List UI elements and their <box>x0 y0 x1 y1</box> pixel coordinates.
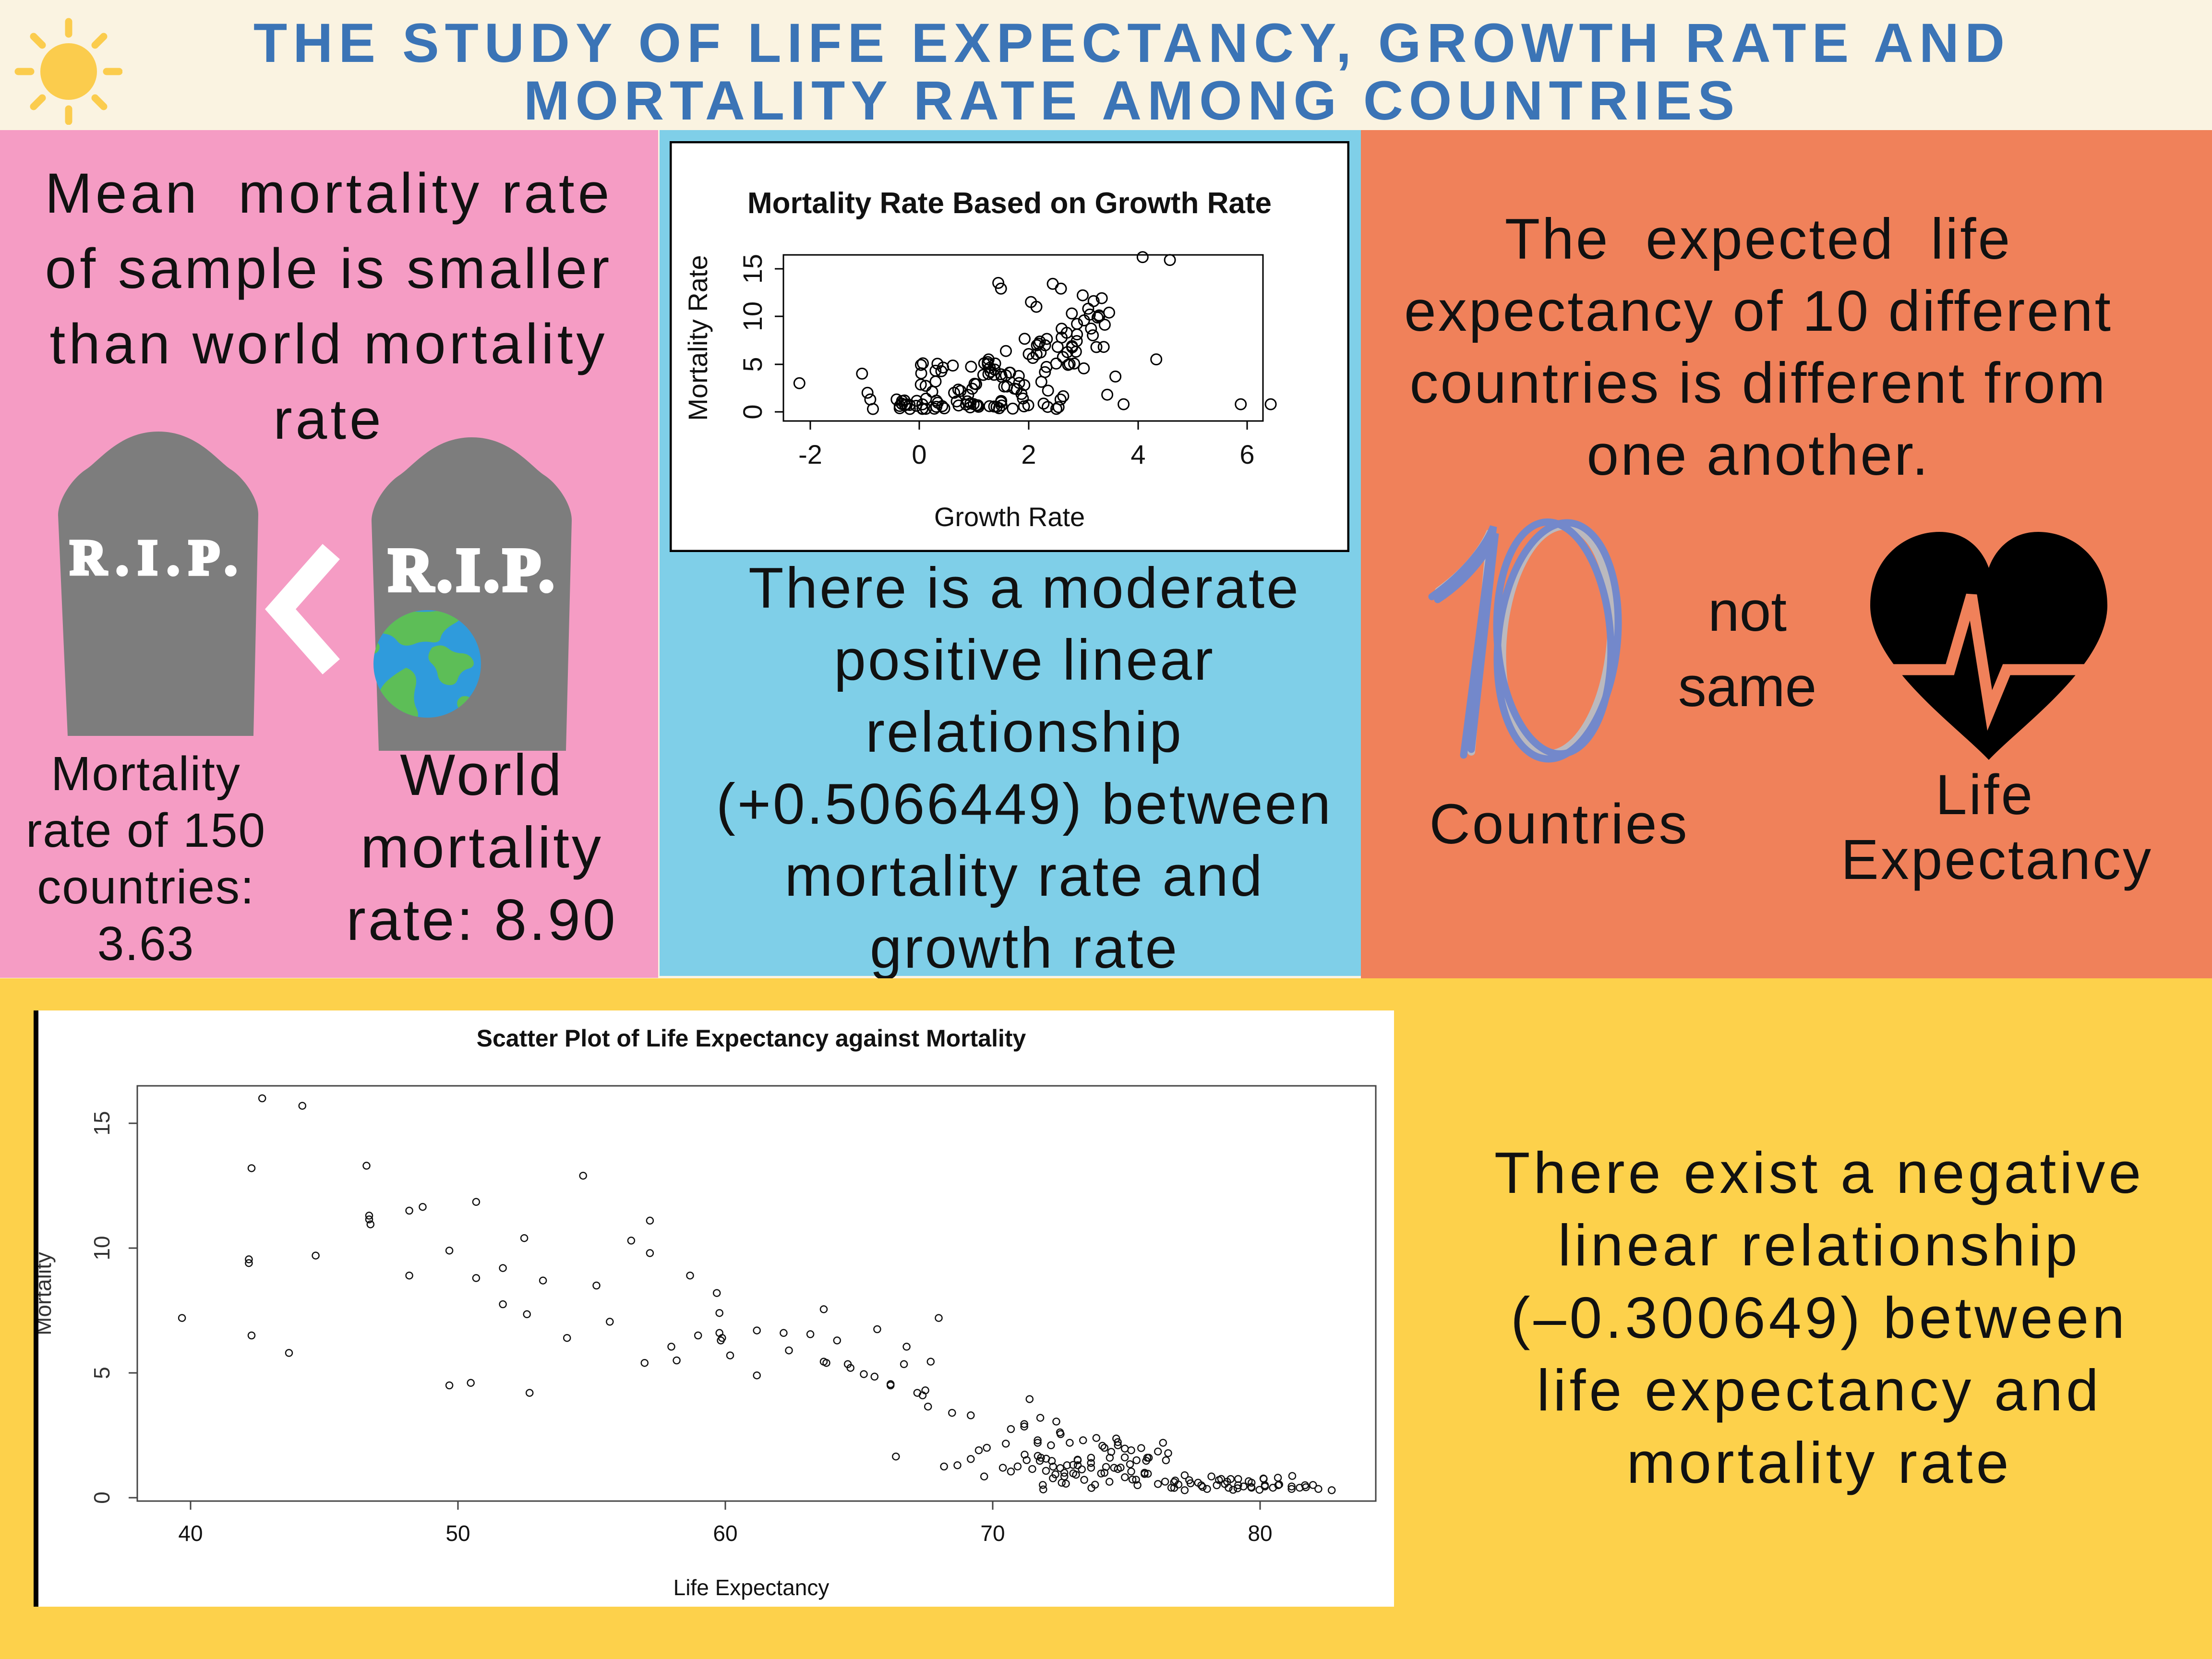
svg-text:Mortality: Mortality <box>38 1252 56 1335</box>
svg-text:15: 15 <box>737 254 768 284</box>
svg-text:R.I.P.: R.I.P. <box>70 530 247 585</box>
svg-text:Mortality Rate Based on Growth: Mortality Rate Based on Growth Rate <box>747 187 1272 220</box>
svg-text:Scatter Plot of Life Expectanc: Scatter Plot of Life Expectancy against … <box>477 1025 1026 1052</box>
svg-text:6: 6 <box>1239 439 1254 469</box>
svg-text:-2: -2 <box>798 439 822 469</box>
svg-text:R.I.P.: R.I.P. <box>389 536 558 604</box>
svg-text:70: 70 <box>980 1521 1005 1546</box>
svg-text:5: 5 <box>89 1367 114 1379</box>
svg-text:0: 0 <box>912 439 926 469</box>
svg-text:0: 0 <box>89 1491 114 1504</box>
svg-text:80: 80 <box>1248 1521 1272 1546</box>
svg-text:40: 40 <box>178 1521 203 1546</box>
svg-text:60: 60 <box>713 1521 737 1546</box>
svg-text:2: 2 <box>1021 439 1036 469</box>
svg-text:10: 10 <box>737 301 768 331</box>
svg-text:5: 5 <box>737 357 768 372</box>
svg-text:15: 15 <box>89 1111 114 1135</box>
svg-text:Life Expectancy: Life Expectancy <box>673 1575 830 1600</box>
svg-text:10: 10 <box>89 1236 114 1260</box>
svg-text:4: 4 <box>1130 439 1145 469</box>
svg-text:Growth Rate: Growth Rate <box>934 502 1085 532</box>
svg-text:50: 50 <box>445 1521 470 1546</box>
svg-text:0: 0 <box>737 404 768 419</box>
svg-text:Mortality Rate: Mortality Rate <box>683 255 713 421</box>
